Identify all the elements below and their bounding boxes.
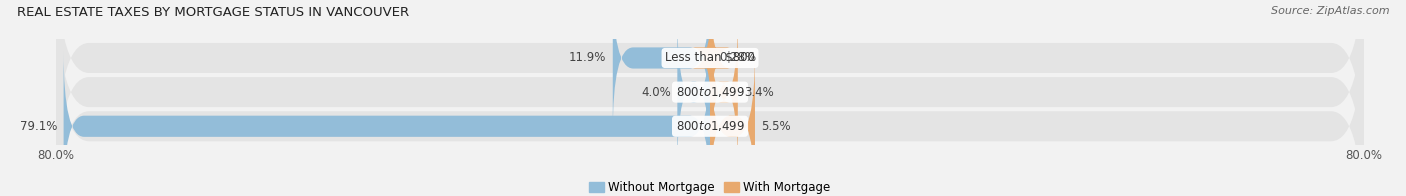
Text: 11.9%: 11.9% [569,52,606,64]
FancyBboxPatch shape [678,17,710,167]
FancyBboxPatch shape [63,52,710,196]
Text: 0.28%: 0.28% [718,52,756,64]
FancyBboxPatch shape [56,5,1364,196]
Text: Source: ZipAtlas.com: Source: ZipAtlas.com [1271,6,1389,16]
FancyBboxPatch shape [710,52,755,196]
Text: 4.0%: 4.0% [641,86,671,99]
Text: $800 to $1,499: $800 to $1,499 [675,85,745,99]
FancyBboxPatch shape [56,0,1364,196]
Text: 5.5%: 5.5% [762,120,792,133]
Legend: Without Mortgage, With Mortgage: Without Mortgage, With Mortgage [589,181,831,194]
Text: REAL ESTATE TAXES BY MORTGAGE STATUS IN VANCOUVER: REAL ESTATE TAXES BY MORTGAGE STATUS IN … [17,6,409,19]
FancyBboxPatch shape [692,0,731,133]
Text: Less than $800: Less than $800 [665,52,755,64]
FancyBboxPatch shape [710,17,738,167]
FancyBboxPatch shape [613,0,710,133]
Text: 3.4%: 3.4% [744,86,775,99]
Text: 79.1%: 79.1% [20,120,58,133]
FancyBboxPatch shape [56,0,1364,180]
Text: $800 to $1,499: $800 to $1,499 [675,119,745,133]
